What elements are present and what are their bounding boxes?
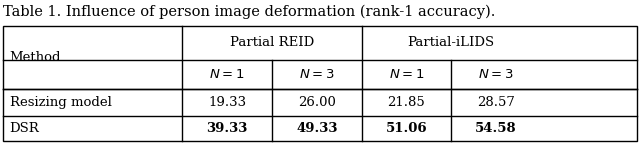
Text: Partial REID: Partial REID bbox=[230, 36, 314, 49]
Text: 51.06: 51.06 bbox=[385, 122, 428, 135]
Text: 28.57: 28.57 bbox=[477, 96, 515, 109]
Text: $N = 3$: $N = 3$ bbox=[478, 68, 514, 81]
Text: 54.58: 54.58 bbox=[475, 122, 517, 135]
Text: 26.00: 26.00 bbox=[298, 96, 336, 109]
Text: 39.33: 39.33 bbox=[207, 122, 248, 135]
Text: $N = 1$: $N = 1$ bbox=[388, 68, 424, 81]
Text: 49.33: 49.33 bbox=[296, 122, 337, 135]
Text: 21.85: 21.85 bbox=[388, 96, 425, 109]
Text: DSR: DSR bbox=[10, 122, 39, 135]
Text: $N = 1$: $N = 1$ bbox=[209, 68, 245, 81]
Text: Partial-iLIDS: Partial-iLIDS bbox=[408, 36, 495, 49]
Text: Resizing model: Resizing model bbox=[10, 96, 111, 109]
Text: $N = 3$: $N = 3$ bbox=[299, 68, 335, 81]
Text: 19.33: 19.33 bbox=[208, 96, 246, 109]
Text: Table 1. Influence of person image deformation (rank-1 accuracy).: Table 1. Influence of person image defor… bbox=[3, 4, 495, 19]
Text: Method: Method bbox=[10, 51, 61, 64]
